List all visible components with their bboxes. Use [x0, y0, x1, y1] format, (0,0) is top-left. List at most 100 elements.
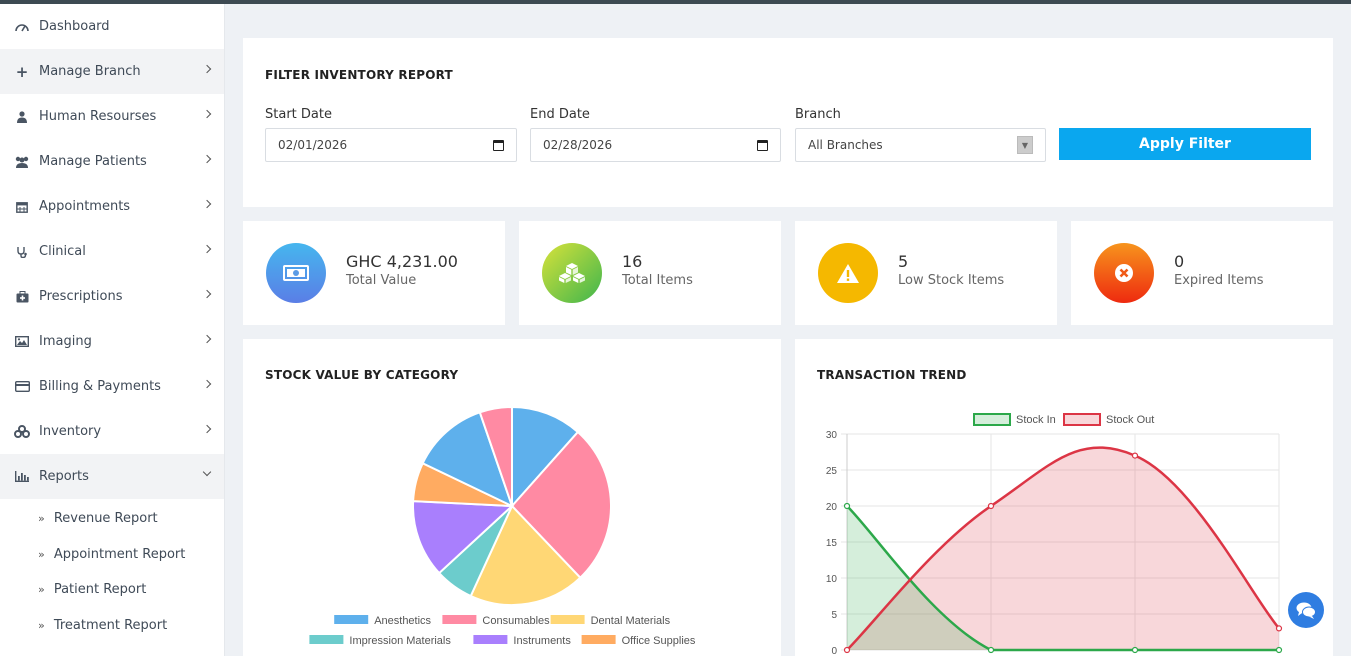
sidebar-item-reports[interactable]: Reports: [0, 454, 224, 499]
legend-label: Anesthetics: [374, 615, 431, 627]
sidebar-item-manage-patients[interactable]: Manage Patients: [0, 139, 224, 184]
pie-slice: [511, 405, 580, 509]
stat-card-total-value: GHC 4,231.00 Total Value: [243, 221, 505, 325]
chat-button[interactable]: [1288, 592, 1324, 628]
warning-icon: [837, 263, 859, 283]
sidebar-item-billing[interactable]: Billing & Payments: [0, 364, 224, 409]
medkit-icon: [13, 290, 31, 304]
start-date-value: 02/01/2026: [278, 138, 348, 152]
pie-slice: [421, 411, 514, 508]
y-tick-label: 5: [831, 610, 837, 621]
stat-icon-circle: [542, 243, 602, 303]
filter-card: FILTER INVENTORY REPORT Start Date 02/01…: [243, 38, 1333, 207]
apply-filter-button[interactable]: Apply Filter: [1059, 128, 1311, 160]
stat-card-expired: 0 Expired Items: [1071, 221, 1333, 325]
users-icon: [13, 155, 31, 169]
stat-icon-circle: [1094, 243, 1154, 303]
series-area: [847, 447, 1279, 650]
stat-label: Low Stock Items: [898, 273, 1005, 288]
end-date-value: 02/28/2026: [543, 138, 613, 152]
select-arrow-icon[interactable]: ▼: [1017, 136, 1033, 154]
legend-swatch: [442, 615, 477, 624]
sidebar-subitem-label: Treatment Report: [53, 617, 168, 633]
sidebar-subitem-appointment-report[interactable]: ›› Appointment Report: [0, 537, 224, 573]
sidebar-item-label: Dashboard: [39, 19, 110, 34]
chevron-right-icon: [202, 154, 212, 164]
chevron-right-icon: [202, 244, 212, 254]
legend-swatch: [309, 635, 344, 644]
plus-icon: +: [15, 62, 29, 81]
legend-label: Office Supplies: [622, 635, 696, 647]
sidebar-item-label: Appointments: [39, 199, 131, 214]
sidebar-item-label: Prescriptions: [39, 289, 123, 304]
sidebar-subitem-label: Appointment Report: [53, 546, 186, 562]
legend-label: Instruments: [513, 635, 571, 647]
legend-swatch: [473, 635, 508, 644]
line-chart-title: TRANSACTION TREND: [817, 368, 967, 382]
double-chevron-icon: ››: [38, 547, 45, 561]
chevron-right-icon: [202, 109, 212, 119]
legend-swatch: [973, 413, 1011, 426]
stat-label: Total Value: [346, 273, 417, 288]
chevron-right-icon: [202, 199, 212, 209]
stat-value: 5: [898, 252, 909, 271]
sidebar-subitem-treatment-report[interactable]: ›› Treatment Report: [0, 608, 224, 644]
legend-label: Consumables: [482, 615, 550, 627]
chevron-right-icon: [202, 379, 212, 389]
data-point: [1275, 625, 1283, 632]
data-point: [987, 502, 995, 510]
sidebar-subitem-revenue-report[interactable]: ›› Revenue Report: [0, 501, 224, 537]
stock-value-card: STOCK VALUE BY CATEGORY Anesthetics Consu…: [243, 339, 781, 656]
sidebar-item-dashboard[interactable]: Dashboard: [0, 4, 224, 49]
legend-swatch: [334, 615, 369, 624]
y-tick-label: 10: [826, 574, 838, 585]
start-date-label: Start Date: [265, 107, 332, 122]
times-circle-icon: [1115, 264, 1133, 282]
sidebar-item-imaging[interactable]: Imaging: [0, 319, 224, 364]
legend-swatch: [550, 615, 585, 624]
sidebar-item-human-resources[interactable]: Human Resourses: [0, 94, 224, 139]
y-tick-label: 25: [826, 466, 838, 477]
calendar-icon[interactable]: [757, 140, 768, 151]
chat-icon: [1296, 602, 1316, 619]
branch-label: Branch: [795, 107, 841, 122]
sidebar-subitem-patient-report[interactable]: ›› Patient Report: [0, 572, 224, 608]
legend-swatch: [581, 635, 616, 644]
stat-value: GHC 4,231.00: [346, 252, 458, 271]
stat-icon-circle: [266, 243, 326, 303]
sidebar-item-manage-branch[interactable]: + Manage Branch: [0, 49, 224, 94]
user-tie-icon: [13, 110, 31, 124]
branch-select-value: All Branches: [808, 138, 883, 152]
data-point: [1131, 646, 1139, 654]
sidebar-item-appointments[interactable]: Appointments: [0, 184, 224, 229]
series-area: [847, 506, 1279, 650]
sidebar-item-inventory[interactable]: Inventory: [0, 409, 224, 454]
sidebar: Dashboard + Manage Branch Human Resourse…: [0, 4, 225, 656]
chevron-right-icon: [202, 424, 212, 434]
stat-value: 16: [622, 252, 643, 271]
chevron-right-icon: [202, 64, 212, 74]
stat-card-total-items: 16 Total Items: [519, 221, 781, 325]
sidebar-item-prescriptions[interactable]: Prescriptions: [0, 274, 224, 319]
end-date-input[interactable]: 02/28/2026: [530, 128, 781, 162]
legend-label: Stock Out: [1106, 414, 1154, 426]
money-icon: [283, 265, 309, 281]
sidebar-subitem-label: Patient Report: [53, 582, 147, 598]
pie-slice: [469, 504, 582, 606]
calendar-icon[interactable]: [493, 140, 504, 151]
sidebar-item-clinical[interactable]: Clinical: [0, 229, 224, 274]
sidebar-item-label: Clinical: [39, 244, 86, 259]
top-bar: [0, 0, 1351, 4]
y-tick-label: 20: [826, 502, 838, 513]
y-tick-label: 30: [826, 430, 838, 441]
branch-select[interactable]: All Branches ▼: [795, 128, 1046, 162]
y-tick-label: 15: [826, 538, 838, 549]
image-icon: [13, 335, 31, 349]
data-point: [843, 646, 851, 654]
bar-chart-icon: [13, 470, 31, 484]
cubes-icon: [13, 425, 31, 439]
legend-label: Impression Materials: [349, 635, 451, 647]
cubes-icon: [559, 263, 585, 283]
data-point: [1275, 646, 1283, 654]
start-date-input[interactable]: 02/01/2026: [265, 128, 517, 162]
